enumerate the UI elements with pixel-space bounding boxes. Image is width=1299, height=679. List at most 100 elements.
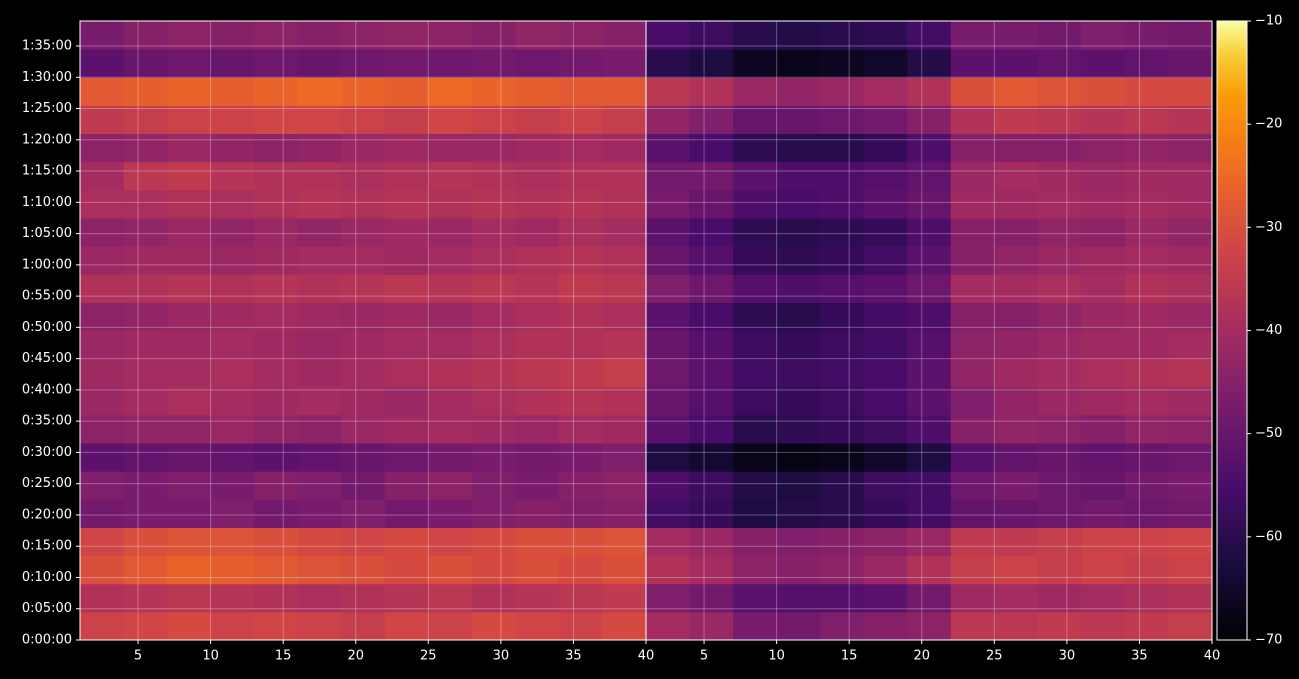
heatmap-cell: [123, 611, 168, 641]
heatmap-cell: [341, 499, 386, 528]
heatmap-cell: [1037, 49, 1082, 78]
heatmap-cell: [1037, 133, 1082, 163]
heatmap-cell: [1037, 274, 1082, 303]
heatmap-cell: [776, 386, 821, 416]
heatmap-cell: [123, 414, 168, 444]
heatmap-cell: [558, 189, 603, 219]
heatmap-cell: [123, 471, 168, 500]
heatmap-cell: [167, 330, 212, 360]
colorbar-tick-label: −50: [1255, 426, 1282, 441]
heatmap-cell: [1168, 21, 1213, 50]
heatmap-cell: [80, 77, 125, 106]
heatmap-cell: [167, 274, 212, 303]
heatmap-cell: [1037, 358, 1082, 388]
heatmap-cell: [254, 414, 299, 444]
heatmap-cell: [428, 217, 473, 247]
y-tick-label: 0:30:00: [22, 445, 72, 460]
heatmap-cell: [776, 583, 821, 613]
colorbar-tick-label: −10: [1255, 14, 1282, 29]
heatmap-cell: [558, 386, 603, 416]
heatmap-cell: [776, 161, 821, 191]
heatmap-cell: [1124, 527, 1169, 557]
heatmap-cell: [907, 499, 952, 528]
heatmap-cell: [689, 358, 734, 388]
heatmap-cell: [297, 527, 342, 557]
heatmap-cell: [428, 330, 473, 360]
heatmap-cell: [776, 189, 821, 219]
heatmap-cell: [515, 133, 560, 163]
heatmap-cell: [776, 358, 821, 388]
heatmap-cell: [733, 358, 778, 388]
heatmap-cell: [297, 471, 342, 500]
heatmap-cell: [907, 583, 952, 613]
heatmap-cell: [994, 49, 1039, 78]
heatmap-cell: [471, 611, 516, 641]
heatmap-cell: [471, 133, 516, 163]
heatmap-cell: [167, 133, 212, 163]
heatmap-cell: [733, 77, 778, 106]
heatmap-cell: [950, 611, 995, 641]
heatmap-cell: [820, 49, 865, 78]
heatmap-cell: [341, 527, 386, 557]
heatmap-cell: [428, 274, 473, 303]
heatmap-cell: [254, 471, 299, 500]
heatmap-cell: [1168, 443, 1213, 472]
heatmap-cell: [776, 21, 821, 50]
heatmap-cell: [341, 414, 386, 444]
heatmap-cell: [1081, 133, 1126, 163]
heatmap-cell: [1124, 611, 1169, 641]
heatmap-cell: [210, 499, 255, 528]
heatmap-cell: [558, 49, 603, 78]
heatmap-cell: [863, 330, 908, 360]
heatmap-cell: [907, 555, 952, 585]
heatmap-cell: [907, 77, 952, 106]
heatmap-cell: [1168, 105, 1213, 135]
heatmap-cell: [733, 583, 778, 613]
heatmap-cell: [167, 161, 212, 191]
heatmap-cell: [558, 21, 603, 50]
heatmap-cell: [994, 105, 1039, 135]
heatmap-cell: [994, 246, 1039, 275]
x-tick-label: 10: [768, 649, 785, 664]
heatmap-cell: [994, 414, 1039, 444]
heatmap-cell: [1081, 49, 1126, 78]
heatmap-cell: [1168, 358, 1213, 388]
heatmap-cell: [994, 133, 1039, 163]
heatmap-cell: [123, 49, 168, 78]
heatmap-cell: [1168, 414, 1213, 444]
heatmap-cell: [515, 105, 560, 135]
heatmap-cell: [950, 49, 995, 78]
heatmap-cell: [1124, 105, 1169, 135]
heatmap-cell: [80, 302, 125, 331]
heatmap-cell: [167, 217, 212, 247]
heatmap-cell: [689, 414, 734, 444]
heatmap-cell: [994, 499, 1039, 528]
heatmap-cell: [733, 217, 778, 247]
heatmap-cell: [254, 386, 299, 416]
heatmap-cell: [254, 443, 299, 472]
heatmap-cell: [1168, 49, 1213, 78]
heatmap-cell: [1037, 611, 1082, 641]
heatmap-cell: [297, 330, 342, 360]
y-tick-label: 0:50:00: [22, 320, 72, 335]
heatmap-cell: [820, 443, 865, 472]
heatmap-cell: [776, 471, 821, 500]
heatmap-cell: [689, 21, 734, 50]
heatmap-cell: [646, 77, 691, 106]
heatmap-cell: [341, 330, 386, 360]
heatmap-cell: [820, 217, 865, 247]
heatmap-cell: [167, 499, 212, 528]
heatmap-cell: [471, 414, 516, 444]
colorbar-tick-label: −70: [1255, 633, 1282, 648]
heatmap-cell: [123, 161, 168, 191]
heatmap-cell: [1081, 499, 1126, 528]
heatmap-cell: [428, 471, 473, 500]
heatmap-cell: [776, 330, 821, 360]
heatmap-cell: [384, 583, 429, 613]
heatmap-cell: [646, 611, 691, 641]
heatmap-cell: [602, 217, 647, 247]
heatmap-cell: [1081, 443, 1126, 472]
heatmap-cell: [820, 414, 865, 444]
heatmap-cell: [80, 499, 125, 528]
heatmap-cell: [384, 246, 429, 275]
